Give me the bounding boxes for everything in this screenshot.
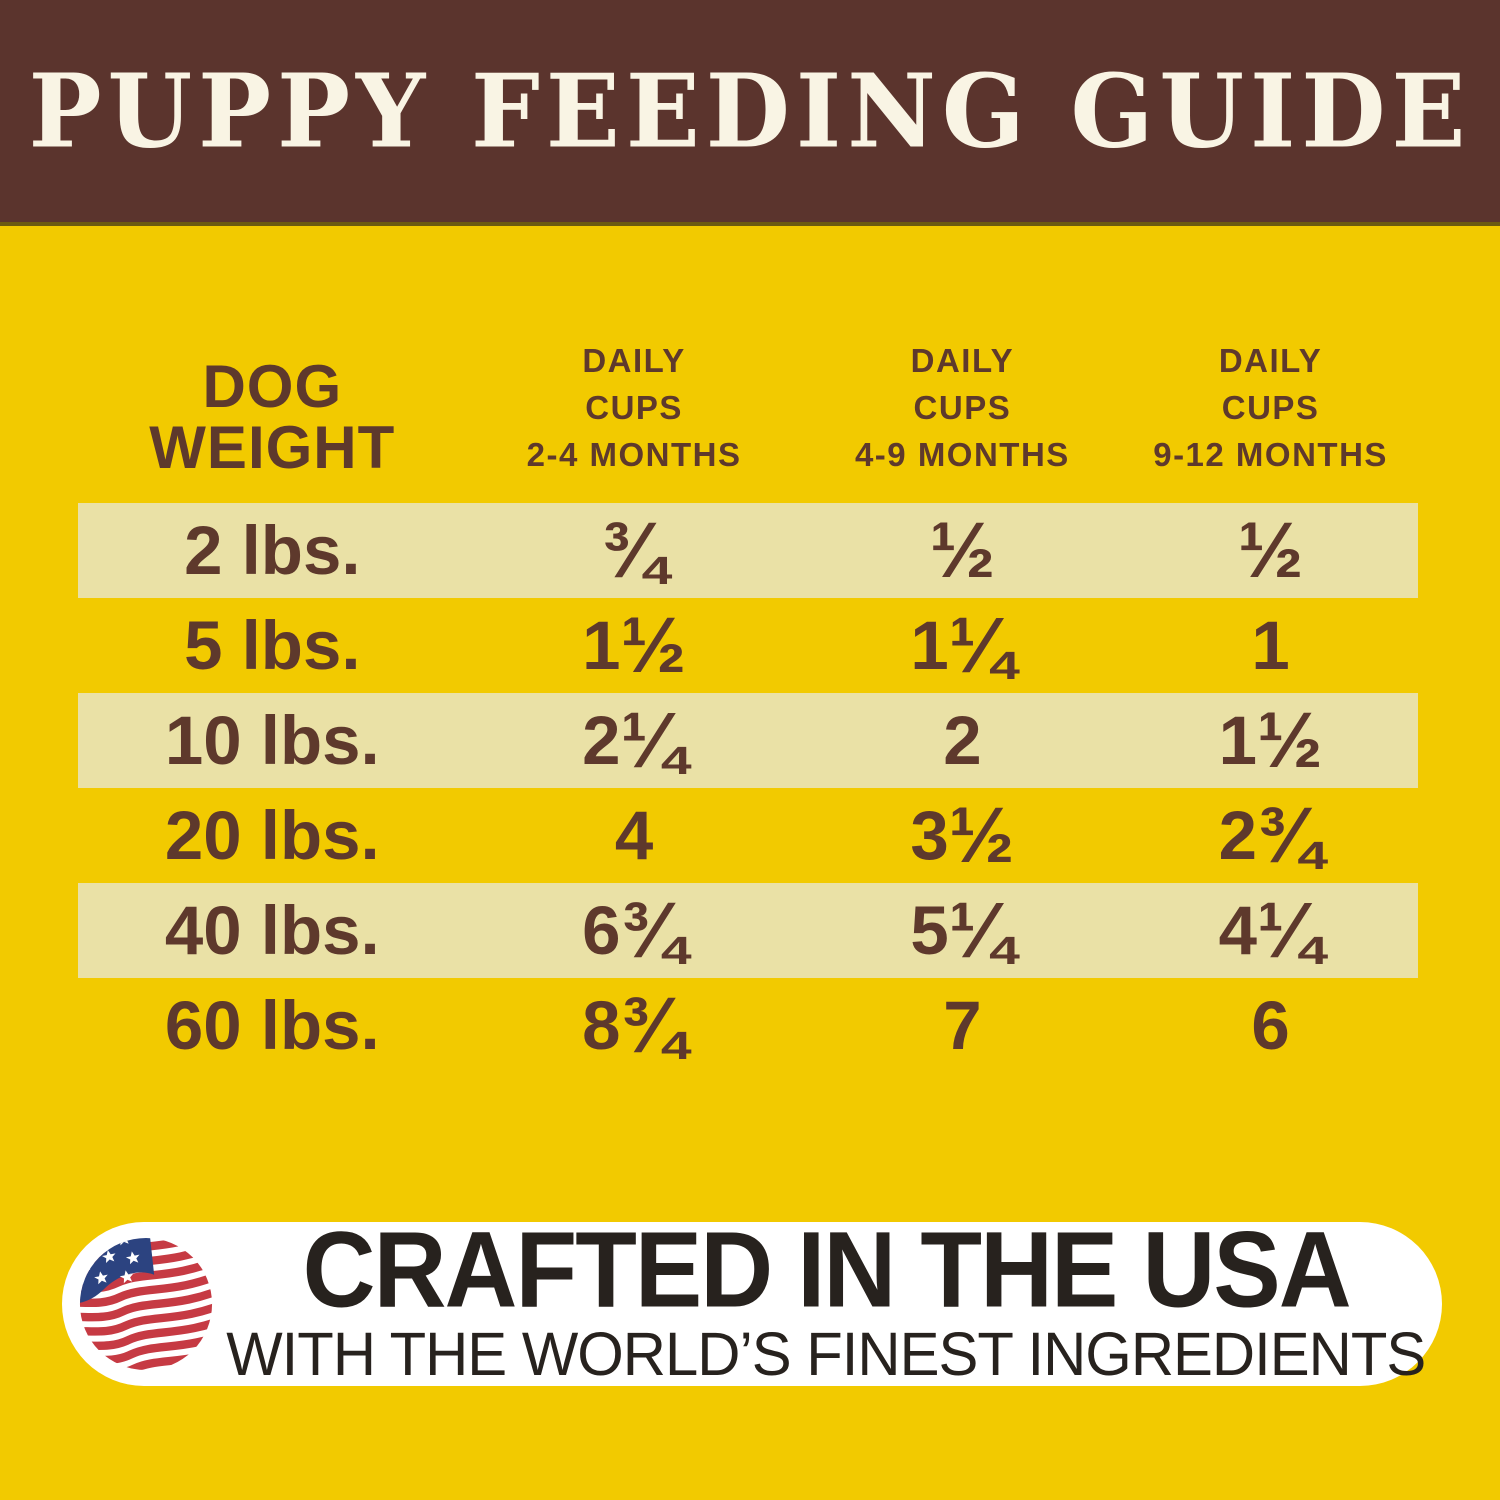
daily-cups-cell: ½ [929, 506, 996, 595]
table-row: 10 lbs. 2 ¼ 2 1 ½ [78, 693, 1418, 788]
badge-text-block: CRAFTED IN THE USA WITH THE WORLD’S FINE… [214, 1209, 1463, 1388]
feeding-table-rows: 2 lbs. ¾ ½ ½ 5 lbs. 1 ½ 1 ¼ 1 10 lbs. 2 ¼ 2 1 ½ 20 lbs. 4… [78, 503, 1418, 1073]
dog-weight-cell: 10 lbs. [164, 702, 380, 779]
daily-cups-cell: 7 [943, 987, 982, 1064]
table-row: 40 lbs. 6 ¾ 5 ¼ 4 ¼ [78, 883, 1418, 978]
table-row: 5 lbs. 1 ½ 1 ¼ 1 [78, 598, 1418, 693]
badge-title: CRAFTED IN THE USA [302, 1209, 1351, 1330]
badge-subtitle: WITH THE WORLD’S FINEST INGREDIENTS [226, 1319, 1426, 1388]
dog-weight-cell: 5 lbs. [184, 607, 361, 684]
table-header-row: DOG WEIGHT DAILY CUPS 2-4 MONTHS DAILY C… [78, 338, 1418, 479]
daily-cups-cell: 2 [943, 702, 982, 779]
daily-cups-cell: ¾ [601, 506, 667, 595]
dog-weight-cell: 20 lbs. [164, 797, 380, 874]
column-header-2-4-months: DAILY CUPS 2-4 MONTHS [526, 342, 742, 473]
table-row: 20 lbs. 4 3 ½ 2 ¾ [78, 788, 1418, 883]
usa-flag-icon [79, 1237, 213, 1371]
daily-cups-cell: 1 [1251, 607, 1290, 684]
column-header-4-9-months: DAILY CUPS 4-9 MONTHS [854, 342, 1070, 473]
table-row: 2 lbs. ¾ ½ ½ [78, 503, 1418, 598]
dog-weight-cell: 2 lbs. [184, 512, 361, 589]
daily-cups-cell: 4 [614, 797, 654, 874]
dog-weight-cell: 40 lbs. [164, 892, 380, 969]
column-header-dog-weight: DOG WEIGHT [149, 353, 396, 482]
daily-cups-cell: ½ [1237, 506, 1304, 595]
header-band: PUPPY FEEDING GUIDE [0, 0, 1500, 226]
page-title: PUPPY FEEDING GUIDE [28, 51, 1472, 171]
column-header-9-12-months: DAILY CUPS 9-12 MONTHS [1153, 342, 1388, 473]
crafted-in-usa-badge: CRAFTED IN THE USA WITH THE WORLD’S FINE… [62, 1216, 1442, 1386]
daily-cups-cell: 6 [1251, 987, 1290, 1064]
table-row: 60 lbs. 8 ¾ 7 6 [78, 978, 1418, 1073]
dog-weight-cell: 60 lbs. [164, 987, 380, 1064]
